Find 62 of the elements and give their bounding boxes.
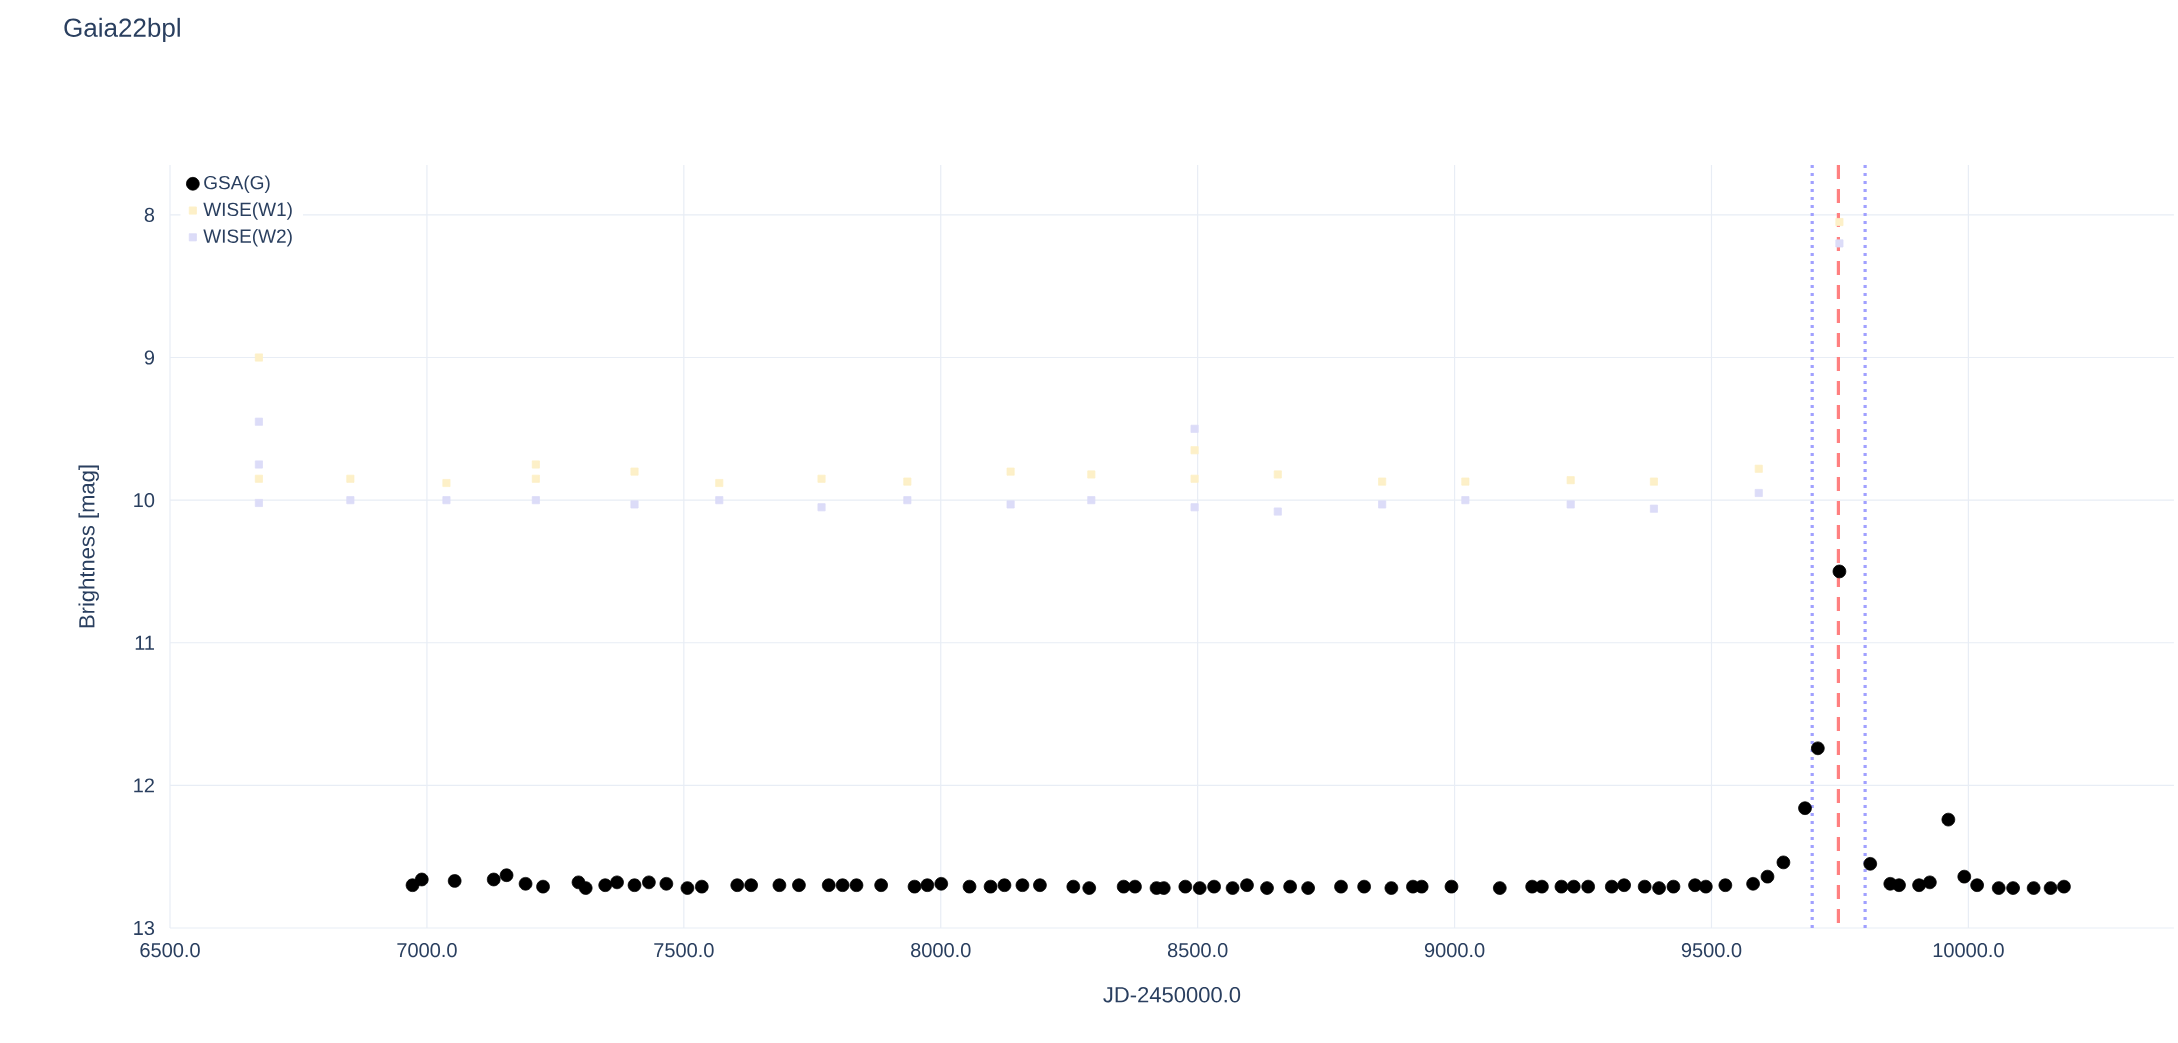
point xyxy=(1461,496,1470,505)
point xyxy=(1754,489,1763,498)
legend-label: WISE(W2) xyxy=(203,228,292,247)
y-tick-label: 11 xyxy=(135,635,154,650)
point xyxy=(442,496,451,505)
x-tick-label: 7500.0 xyxy=(654,943,714,958)
point xyxy=(1087,470,1096,479)
point xyxy=(1835,218,1844,227)
x-tick-label: 7000.0 xyxy=(397,943,457,958)
point xyxy=(715,496,724,505)
point xyxy=(1378,500,1387,509)
point xyxy=(1006,467,1015,476)
x-axis-title: JD-2450000.0 xyxy=(1103,986,1241,1003)
point xyxy=(1190,503,1199,512)
point xyxy=(817,474,826,483)
point xyxy=(1835,239,1844,248)
point xyxy=(630,500,639,509)
x-tick-label: 8000.0 xyxy=(911,943,971,958)
point xyxy=(1378,477,1387,486)
x-tick-label: 10000.0 xyxy=(1933,943,2004,958)
point xyxy=(903,496,912,505)
point xyxy=(254,460,263,469)
point xyxy=(1006,500,1015,509)
point xyxy=(1649,504,1658,513)
point xyxy=(1461,477,1470,486)
point xyxy=(1273,507,1282,516)
y-tick-label: 10 xyxy=(134,493,155,508)
x-tick-label: 8500.0 xyxy=(1167,943,1228,958)
point xyxy=(531,496,540,505)
point xyxy=(1649,477,1658,486)
y-tick-label: 8 xyxy=(144,207,155,222)
x-tick-label: 9500.0 xyxy=(1681,943,1742,958)
point xyxy=(817,503,826,512)
point xyxy=(1754,464,1763,473)
x-tick-label: 9000.0 xyxy=(1424,943,1485,958)
point xyxy=(715,479,724,488)
y-tick-label: 13 xyxy=(134,920,155,936)
chart-title: Gaia22bpl xyxy=(64,17,180,43)
x-tick-label: 6500.0 xyxy=(140,943,200,958)
point xyxy=(442,479,451,488)
legend-label: GSA(G) xyxy=(204,175,270,194)
point xyxy=(1190,424,1199,433)
point xyxy=(254,474,263,483)
y-tick-label: 9 xyxy=(144,350,155,365)
point xyxy=(1190,474,1199,483)
point xyxy=(903,477,912,486)
point xyxy=(531,474,540,483)
point xyxy=(1566,476,1575,485)
point xyxy=(1566,500,1575,509)
point xyxy=(1273,470,1282,479)
point xyxy=(1087,496,1096,505)
point xyxy=(1190,446,1199,455)
point xyxy=(531,460,540,469)
y-tick-label: 12 xyxy=(134,778,154,793)
point xyxy=(254,417,263,426)
point xyxy=(630,467,639,476)
legend-label: WISE(W1) xyxy=(203,202,292,220)
point xyxy=(254,353,263,362)
point xyxy=(254,498,263,507)
point xyxy=(346,474,355,483)
point xyxy=(346,496,355,505)
y-axis-title: Brightness [mag] xyxy=(78,465,99,628)
